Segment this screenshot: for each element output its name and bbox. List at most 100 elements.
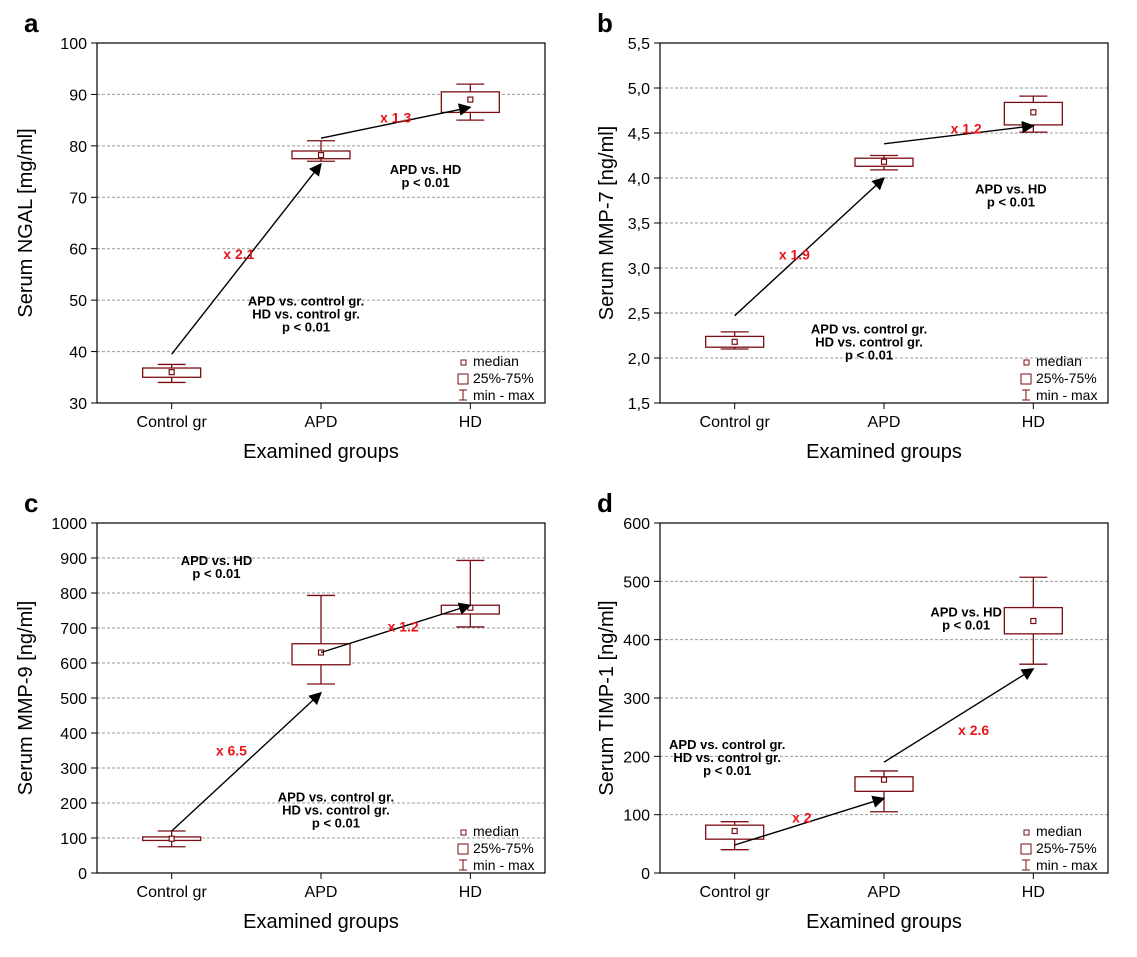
fold-change-arrow [734, 177, 885, 317]
box-control-gr [705, 331, 765, 350]
y-tick-label: 100 [60, 831, 87, 848]
y-tick-label: 4,5 [628, 126, 650, 143]
significance-note: p < 0.01 [703, 763, 751, 778]
median-marker [168, 835, 175, 842]
fold-change-label: x 6.5 [216, 743, 247, 759]
y-axis-title: Serum NGAL [mg/ml] [15, 128, 37, 317]
median-marker [467, 96, 474, 103]
y-tick-label: 100 [623, 808, 650, 825]
legend-median-icon [1023, 829, 1030, 836]
box-apd [854, 770, 914, 813]
y-tick-label: 50 [69, 293, 87, 310]
significance-note: HD vs. control gr. [673, 750, 781, 765]
y-tick-label: 200 [60, 796, 87, 813]
x-tick-label: APD [868, 884, 901, 901]
legend-label: min - max [1036, 387, 1097, 403]
box-hd [1003, 95, 1063, 133]
box-apd [291, 594, 351, 685]
legend-box-icon [1020, 373, 1032, 385]
y-tick-label: 1,5 [628, 396, 650, 413]
panel-b: b 1,5 2,0 2,5 3,0 3,5 4,0 4,5 5,0 5,5 Control gr AP… [596, 8, 1109, 463]
significance-note: HD vs. control gr. [282, 802, 390, 817]
significance-note: p < 0.01 [192, 566, 240, 581]
median-marker [168, 369, 175, 376]
fold-change-label: x 1.2 [951, 121, 982, 137]
significance-note: HD vs. control gr. [252, 306, 360, 321]
y-axis-title: Serum TIMP-1 [ng/ml] [596, 600, 618, 795]
significance-note: p < 0.01 [282, 319, 330, 334]
y-tick-label: 500 [623, 574, 650, 591]
significance-note: APD vs. HD [930, 604, 1002, 619]
fold-change-arrow [320, 602, 472, 654]
x-tick-label: HD [1022, 414, 1045, 431]
legend-median-icon [460, 359, 467, 366]
x-axis-title: Examined groups [806, 441, 962, 463]
y-tick-label: 60 [69, 242, 87, 259]
y-axis-title: Serum MMP-9 [ng/ml] [15, 601, 37, 795]
fold-change-arrow [171, 691, 322, 832]
panel-c: c 0 100 200 300 400 500 600 700 800 900 1000 Control… [15, 488, 546, 933]
panel-letter: d [597, 488, 613, 518]
fold-change-arrow [171, 162, 322, 355]
x-axis-title: Examined groups [243, 441, 399, 463]
x-tick-label: Control gr [137, 884, 208, 901]
y-tick-label: 600 [60, 656, 87, 673]
legend-label: min - max [473, 857, 534, 873]
y-tick-label: 3,0 [628, 261, 650, 278]
significance-note: APD vs. HD [390, 162, 462, 177]
y-tick-label: 80 [69, 139, 87, 156]
median-marker [731, 338, 738, 345]
legend-box-icon [457, 843, 469, 855]
y-tick-label: 4,0 [628, 171, 650, 188]
fold-change-arrow [883, 120, 1035, 145]
y-tick-label: 600 [623, 516, 650, 533]
y-axis-title: Serum MMP-7 [ng/ml] [596, 126, 618, 320]
x-tick-label: Control gr [700, 414, 771, 431]
x-tick-label: HD [459, 414, 482, 431]
box-control-gr [705, 821, 765, 851]
box-hd [440, 559, 500, 628]
box-control-gr [142, 830, 202, 848]
box-apd [854, 154, 914, 171]
legend-label: min - max [1036, 857, 1097, 873]
panel-d: d 0 100 200 300 400 500 600 Control gr APD HD Exami… [596, 488, 1109, 933]
y-tick-label: 40 [69, 345, 87, 362]
fold-change-label: x 2 [792, 810, 812, 826]
legend-label: median [473, 353, 519, 369]
median-marker [1030, 109, 1037, 116]
significance-note: APD vs. control gr. [669, 737, 785, 752]
y-tick-label: 300 [623, 691, 650, 708]
legend-box-icon [457, 373, 469, 385]
y-tick-label: 700 [60, 621, 87, 638]
legend-label: 25%-75% [1036, 840, 1097, 856]
y-tick-label: 400 [623, 633, 650, 650]
y-tick-label: 3,5 [628, 216, 650, 233]
fold-change-label: x 2.1 [223, 246, 254, 262]
significance-note: APD vs. HD [975, 181, 1047, 196]
box-hd [1003, 576, 1063, 665]
significance-note: APD vs. control gr. [278, 789, 394, 804]
legend-box-icon [1020, 843, 1032, 855]
median-marker [317, 152, 325, 159]
y-tick-label: 5,0 [628, 81, 650, 98]
y-tick-label: 0 [641, 866, 650, 883]
y-tick-label: 0 [78, 866, 87, 883]
significance-note: p < 0.01 [987, 194, 1035, 209]
legend-label: median [473, 823, 519, 839]
fold-change-label: x 1.3 [380, 110, 411, 126]
y-tick-label: 800 [60, 586, 87, 603]
y-tick-label: 200 [623, 749, 650, 766]
y-tick-label: 2,0 [628, 351, 650, 368]
box-hd [440, 83, 500, 121]
panel-letter: b [597, 8, 613, 38]
fold-change-arrow [883, 668, 1035, 763]
x-tick-label: APD [868, 414, 901, 431]
y-tick-label: 30 [69, 396, 87, 413]
significance-note: HD vs. control gr. [815, 335, 923, 350]
y-tick-label: 2,5 [628, 306, 650, 323]
legend-label: median [1036, 823, 1082, 839]
significance-note: APD vs. control gr. [248, 293, 364, 308]
x-tick-label: APD [305, 414, 338, 431]
